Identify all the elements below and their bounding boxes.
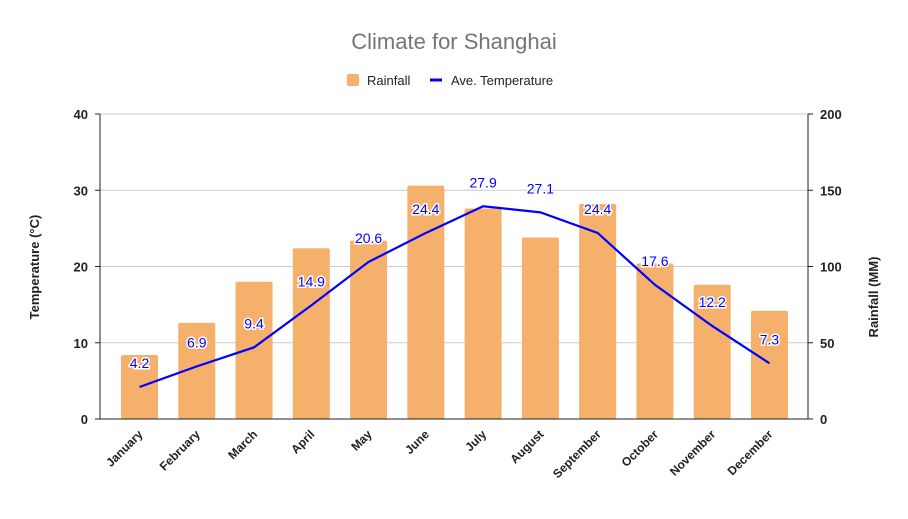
y-left-tick-label: 40	[74, 107, 88, 122]
data-label: 4.2	[130, 355, 150, 371]
x-tick-label: January	[103, 427, 146, 470]
data-label: 24.4	[584, 201, 611, 217]
legend-label-temperature: Ave. Temperature	[451, 73, 553, 88]
data-label: 24.4	[412, 201, 439, 217]
x-tick-label: November	[667, 427, 719, 479]
bar-august	[521, 237, 559, 419]
y-left-tick-label: 30	[74, 183, 88, 198]
data-label: 9.4	[244, 315, 264, 331]
x-tick-label: September	[550, 427, 604, 481]
legend-label-rainfall: Rainfall	[367, 73, 410, 88]
x-tick-label: October	[619, 427, 662, 470]
y-left-tick-label: 0	[81, 412, 88, 427]
data-label: 27.9	[469, 174, 496, 190]
y-right-tick-label: 100	[820, 260, 842, 275]
x-tick-label: July	[462, 427, 489, 454]
x-tick-label: March	[225, 427, 260, 462]
x-tick-label: April	[288, 427, 317, 456]
data-label: 6.9	[187, 334, 207, 350]
data-label: 17.6	[641, 253, 668, 269]
data-label: 12.2	[699, 294, 726, 310]
data-label: 7.3	[760, 331, 780, 347]
legend-swatch-rainfall	[347, 74, 359, 86]
y-left-axis-label: Temperature (°C)	[27, 215, 42, 320]
bar-october	[636, 263, 674, 419]
bar-december	[750, 310, 788, 419]
x-tick-label: December	[725, 427, 776, 478]
data-label: 20.6	[355, 230, 382, 246]
bar-april	[292, 248, 330, 419]
x-tick-label: May	[348, 427, 375, 454]
bar-june	[407, 185, 445, 419]
y-right-axis-label: Rainfall (MM)	[866, 257, 881, 338]
y-right-tick-label: 50	[820, 336, 834, 351]
x-tick-label: August	[507, 427, 546, 466]
temperature-line	[139, 205, 771, 389]
chart-title: Climate for Shanghai	[351, 29, 556, 54]
y-right-tick-label: 150	[820, 183, 842, 198]
y-right-tick-label: 200	[820, 107, 842, 122]
y-right-tick-label: 0	[820, 412, 827, 427]
bar-march	[235, 281, 273, 419]
bar-may	[350, 240, 388, 419]
y-left-tick-label: 20	[74, 260, 88, 275]
x-tick-label: June	[402, 427, 432, 457]
data-label: 27.1	[527, 180, 554, 196]
bar-july	[464, 208, 502, 419]
legend: Rainfall Ave. Temperature	[347, 73, 553, 88]
y-left-tick-label: 10	[74, 336, 88, 351]
x-tick-label: February	[157, 427, 203, 473]
bar-february	[178, 322, 216, 419]
bar-september	[579, 203, 617, 419]
data-label: 14.9	[298, 273, 325, 289]
